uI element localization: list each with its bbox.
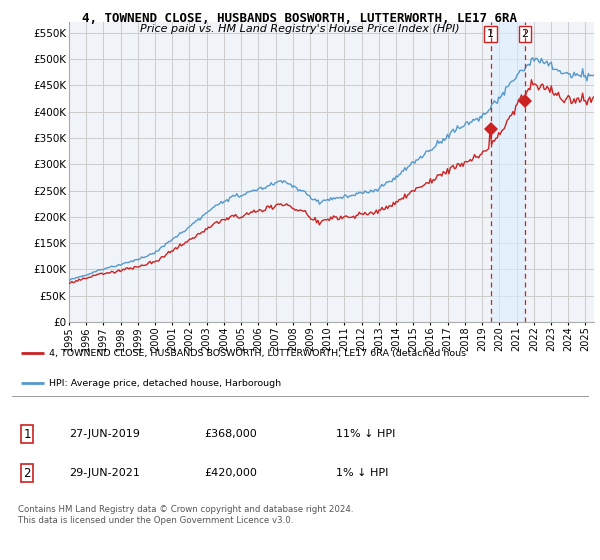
Bar	[491, 22, 525, 322]
Text: 1: 1	[23, 427, 31, 441]
Text: 27-JUN-2019: 27-JUN-2019	[69, 429, 140, 439]
Text: 4, TOWNEND CLOSE, HUSBANDS BOSWORTH, LUTTERWORTH, LE17 6RA: 4, TOWNEND CLOSE, HUSBANDS BOSWORTH, LUT…	[83, 12, 517, 25]
Text: 1% ↓ HPI: 1% ↓ HPI	[336, 468, 388, 478]
Text: Price paid vs. HM Land Registry's House Price Index (HPI): Price paid vs. HM Land Registry's House …	[140, 24, 460, 34]
Text: 2: 2	[521, 29, 529, 39]
Text: 4, TOWNEND CLOSE, HUSBANDS BOSWORTH, LUTTERWORTH, LE17 6RA (detached hous: 4, TOWNEND CLOSE, HUSBANDS BOSWORTH, LUT…	[49, 349, 467, 358]
Text: HPI: Average price, detached house, Harborough: HPI: Average price, detached house, Harb…	[49, 379, 281, 388]
Text: 11% ↓ HPI: 11% ↓ HPI	[336, 429, 395, 439]
Text: Contains HM Land Registry data © Crown copyright and database right 2024.
This d: Contains HM Land Registry data © Crown c…	[18, 505, 353, 525]
Text: £420,000: £420,000	[204, 468, 257, 478]
Text: £368,000: £368,000	[204, 429, 257, 439]
Text: 2: 2	[23, 466, 31, 480]
Text: 1: 1	[487, 29, 494, 39]
Text: 29-JUN-2021: 29-JUN-2021	[69, 468, 140, 478]
